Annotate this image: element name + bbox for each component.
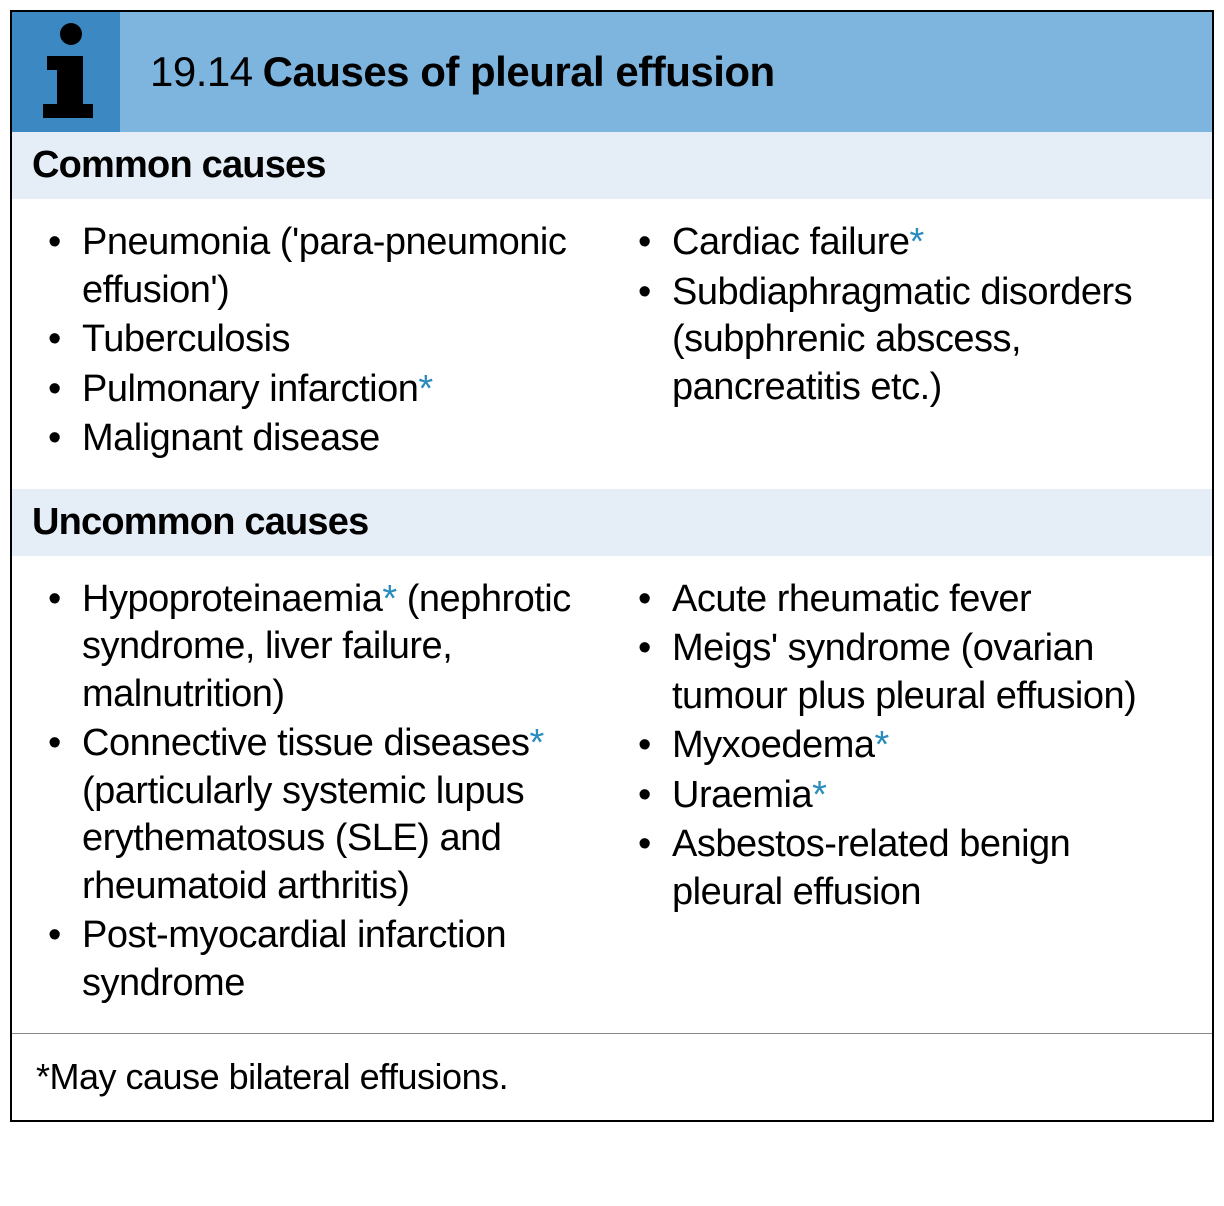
item-text: Cardiac failure: [672, 221, 910, 263]
list-item: Cardiac failure*: [630, 219, 1184, 267]
list-item: Uraemia*: [630, 772, 1184, 820]
column-left: Pneumonia ('para-pneumonic effusion') Tub…: [22, 219, 612, 465]
list-item: Connective tissue diseases* (particularl…: [40, 720, 594, 910]
info-box: 19.14Causes of pleural effusion Common c…: [10, 10, 1214, 1122]
list-item: Malignant disease: [40, 415, 594, 463]
section-body: Pneumonia ('para-pneumonic effusion') Tub…: [12, 199, 1212, 489]
info-icon: [12, 12, 120, 132]
bullet-list: Cardiac failure*Subdiaphragmatic disorde…: [630, 219, 1184, 411]
column-right: Cardiac failure*Subdiaphragmatic disorde…: [612, 219, 1202, 465]
section-header: Uncommon causes: [12, 489, 1212, 556]
item-text: Pneumonia ('para-pneumonic effusion'): [82, 221, 566, 311]
list-item: Subdiaphragmatic disorders (subphrenic a…: [630, 269, 1184, 412]
item-text: Acute rheumatic fever: [672, 578, 1031, 620]
item-text: Asbestos-related benign pleural effusion: [672, 823, 1070, 913]
list-item: Asbestos-related benign pleural effusion: [630, 821, 1184, 916]
item-text: Uraemia: [672, 774, 812, 816]
asterisk-icon: *: [382, 578, 396, 620]
item-text: Pulmonary infarction: [82, 368, 418, 410]
item-text: Connective tissue diseases: [82, 722, 529, 764]
list-item: Post-myocardial infarction syndrome: [40, 912, 594, 1007]
list-item: Pneumonia ('para-pneumonic effusion'): [40, 219, 594, 314]
box-title: 19.14Causes of pleural effusion: [120, 48, 775, 96]
column-right: Acute rheumatic fever Meigs' syndrome (ov…: [612, 576, 1202, 1010]
bullet-list: Hypoproteinaemia* (nephrotic syndrome, l…: [40, 576, 594, 1008]
item-suffix: (particularly systemic lupus erythematos…: [82, 770, 524, 907]
list-item: Myxoedema*: [630, 722, 1184, 770]
bullet-list: Acute rheumatic fever Meigs' syndrome (ov…: [630, 576, 1184, 917]
title-row: 19.14Causes of pleural effusion: [12, 12, 1212, 132]
title-label: Causes of pleural effusion: [263, 48, 775, 95]
item-text: Meigs' syndrome (ovarian tumour plus ple…: [672, 627, 1136, 717]
list-item: Acute rheumatic fever: [630, 576, 1184, 624]
column-left: Hypoproteinaemia* (nephrotic syndrome, l…: [22, 576, 612, 1010]
item-text: Post-myocardial infarction syndrome: [82, 914, 506, 1004]
title-number: 19.14: [150, 48, 253, 95]
section-header: Common causes: [12, 132, 1212, 199]
sections-container: Common causes Pneumonia ('para-pneumonic …: [12, 132, 1212, 1033]
item-text: Malignant disease: [82, 417, 380, 459]
asterisk-icon: *: [910, 221, 924, 263]
asterisk-icon: *: [418, 368, 432, 410]
list-item: Hypoproteinaemia* (nephrotic syndrome, l…: [40, 576, 594, 719]
asterisk-icon: *: [812, 774, 826, 816]
list-item: Tuberculosis: [40, 316, 594, 364]
item-text: Tuberculosis: [82, 318, 290, 360]
item-text: Hypoproteinaemia: [82, 578, 382, 620]
section-body: Hypoproteinaemia* (nephrotic syndrome, l…: [12, 556, 1212, 1034]
list-item: Meigs' syndrome (ovarian tumour plus ple…: [630, 625, 1184, 720]
item-text: Subdiaphragmatic disorders (subphrenic a…: [672, 271, 1132, 408]
asterisk-icon: *: [529, 722, 543, 764]
item-text: Myxoedema: [672, 724, 874, 766]
asterisk-icon: *: [874, 724, 888, 766]
list-item: Pulmonary infarction*: [40, 366, 594, 414]
footnote: *May cause bilateral effusions.: [12, 1033, 1212, 1120]
bullet-list: Pneumonia ('para-pneumonic effusion') Tub…: [40, 219, 594, 463]
